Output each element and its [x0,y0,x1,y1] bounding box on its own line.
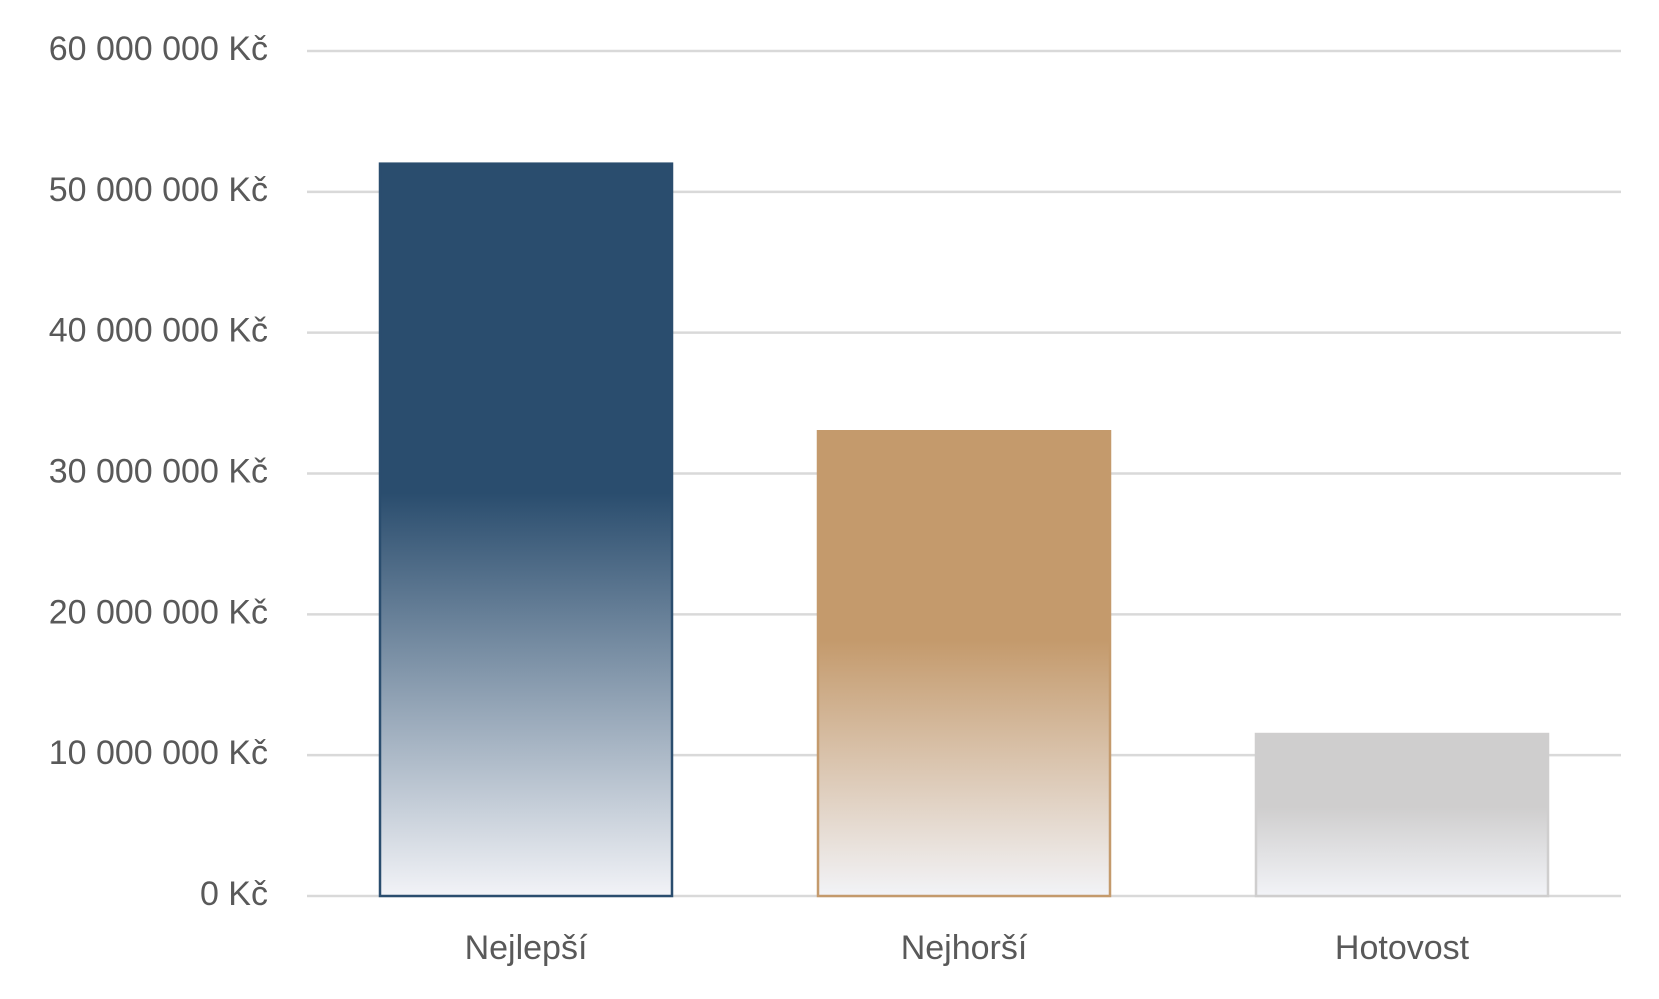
bar [378,162,674,898]
x-tick-label: Nejlepší [465,929,588,967]
y-tick-label: 10 000 000 Kč [49,734,268,772]
y-tick-label: 60 000 000 Kč [49,30,268,68]
x-tick-label: Hotovost [1335,929,1470,967]
y-tick-label: 20 000 000 Kč [49,593,268,631]
y-tick-label: 30 000 000 Kč [49,452,268,490]
y-tick-label: 0 Kč [200,875,268,913]
y-tick-label: 50 000 000 Kč [49,171,268,209]
y-tick-label: 40 000 000 Kč [49,312,268,350]
bar [1254,732,1550,898]
x-tick-label: Nejhorší [901,929,1028,967]
bar [816,430,1112,898]
